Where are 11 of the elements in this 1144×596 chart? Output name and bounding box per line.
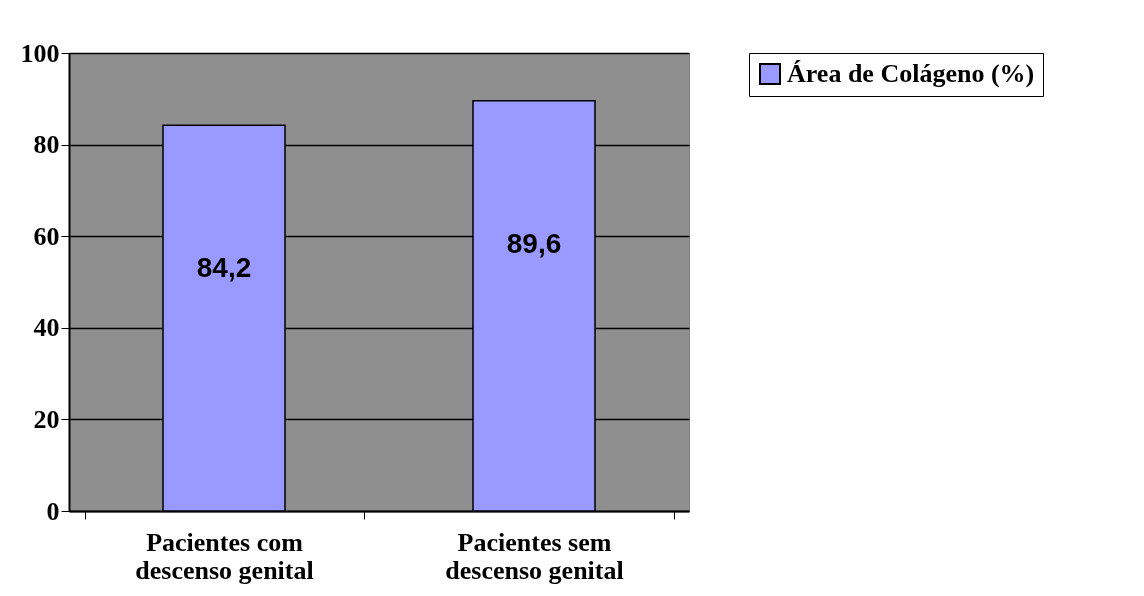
y-tick-label: 60 [33,221,60,251]
y-tick-label: 0 [46,496,60,526]
x-tick-label: Pacientes com descenso genital [135,527,314,585]
legend-label: Área de Colágeno (%) [787,59,1035,88]
y-tick-label: 20 [33,404,60,434]
data-label: 84,2 [196,252,252,284]
y-tick-label: 40 [33,313,60,343]
x-tick-label: Pacientes sem descenso genital [445,527,624,585]
y-tick-label: 80 [33,130,60,160]
y-tick-label: 100 [20,38,60,68]
data-label: 89,6 [506,227,562,259]
